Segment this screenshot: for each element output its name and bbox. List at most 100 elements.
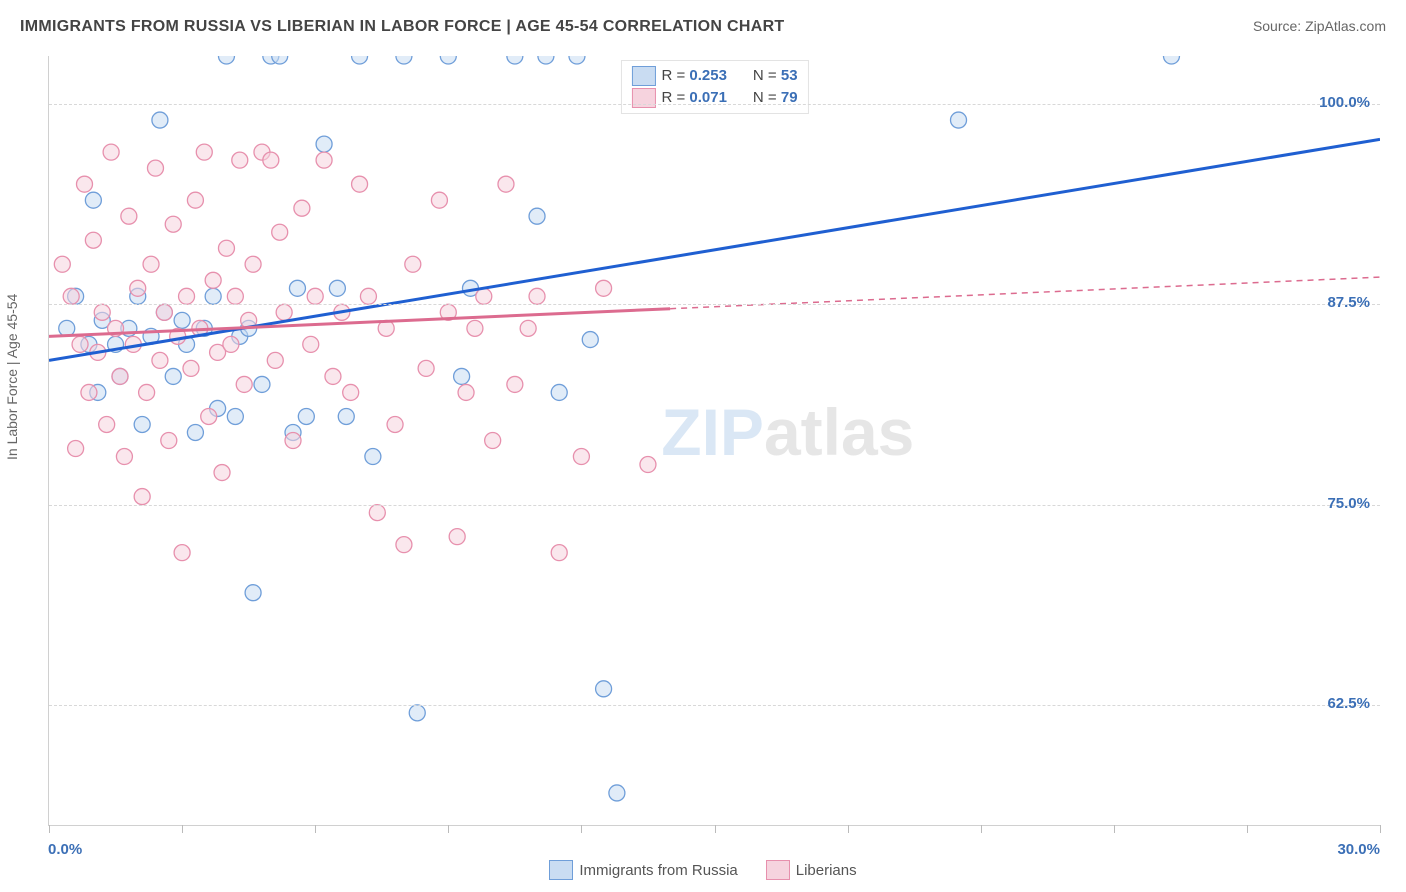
point-liberia: [267, 352, 283, 368]
point-liberia: [245, 256, 261, 272]
point-russia: [529, 208, 545, 224]
y-axis-label: In Labor Force | Age 45-54: [4, 294, 20, 460]
point-liberia: [520, 320, 536, 336]
point-liberia: [316, 152, 332, 168]
x-axis-min-label: 0.0%: [48, 841, 82, 858]
point-liberia: [294, 200, 310, 216]
point-russia: [254, 376, 270, 392]
point-russia: [454, 368, 470, 384]
legend-label-liberia: Liberians: [796, 862, 857, 879]
y-tick-label: 87.5%: [1327, 294, 1370, 311]
point-russia: [507, 56, 523, 64]
point-russia: [85, 192, 101, 208]
point-liberia: [307, 288, 323, 304]
point-russia: [352, 56, 368, 64]
point-liberia: [596, 280, 612, 296]
point-liberia: [343, 384, 359, 400]
legend-R-label: R = 0.071: [661, 87, 726, 109]
chart-plot-area: ZIPatlas R = 0.253N = 53R = 0.071N = 79 …: [48, 56, 1380, 826]
point-liberia: [551, 545, 567, 561]
point-liberia: [139, 384, 155, 400]
x-tick: [715, 825, 716, 833]
point-russia: [218, 56, 234, 64]
point-liberia: [467, 320, 483, 336]
point-russia: [134, 416, 150, 432]
point-liberia: [214, 465, 230, 481]
point-russia: [365, 449, 381, 465]
point-russia: [152, 112, 168, 128]
legend-bottom: Immigrants from Russia Liberians: [0, 860, 1406, 884]
x-tick: [1247, 825, 1248, 833]
point-liberia: [130, 280, 146, 296]
point-liberia: [72, 336, 88, 352]
point-russia: [951, 112, 967, 128]
point-russia: [569, 56, 585, 64]
legend-row-russia: R = 0.253N = 53: [631, 65, 797, 87]
x-tick: [182, 825, 183, 833]
point-liberia: [152, 352, 168, 368]
source-label: Source: ZipAtlas.com: [1253, 18, 1386, 34]
point-liberia: [94, 304, 110, 320]
legend-label-russia: Immigrants from Russia: [579, 862, 737, 879]
point-liberia: [405, 256, 421, 272]
point-liberia: [303, 336, 319, 352]
point-russia: [316, 136, 332, 152]
x-axis-max-label: 30.0%: [1337, 841, 1380, 858]
y-tick-label: 100.0%: [1319, 94, 1370, 111]
x-tick: [49, 825, 50, 833]
point-russia: [289, 280, 305, 296]
point-russia: [174, 312, 190, 328]
point-russia: [596, 681, 612, 697]
point-liberia: [449, 529, 465, 545]
point-liberia: [285, 433, 301, 449]
point-liberia: [201, 408, 217, 424]
point-liberia: [223, 336, 239, 352]
point-russia: [187, 424, 203, 440]
point-liberia: [103, 144, 119, 160]
point-liberia: [165, 216, 181, 232]
point-liberia: [161, 433, 177, 449]
point-liberia: [573, 449, 589, 465]
gridline: [49, 505, 1380, 506]
point-liberia: [99, 416, 115, 432]
x-tick: [981, 825, 982, 833]
gridline: [49, 705, 1380, 706]
point-liberia: [476, 288, 492, 304]
x-tick: [848, 825, 849, 833]
point-russia: [338, 408, 354, 424]
swatch-bottom-liberia: [766, 860, 790, 880]
point-liberia: [640, 457, 656, 473]
legend-correlation-box: R = 0.253N = 53R = 0.071N = 79: [620, 60, 808, 114]
point-russia: [609, 785, 625, 801]
point-russia: [551, 384, 567, 400]
point-russia: [538, 56, 554, 64]
x-tick: [448, 825, 449, 833]
point-liberia: [498, 176, 514, 192]
legend-item-liberia: Liberians: [766, 860, 857, 880]
point-liberia: [76, 176, 92, 192]
point-liberia: [112, 368, 128, 384]
x-tick: [581, 825, 582, 833]
chart-svg: [49, 56, 1380, 825]
point-liberia: [68, 441, 84, 457]
point-liberia: [227, 288, 243, 304]
legend-row-liberia: R = 0.071N = 79: [631, 87, 797, 109]
point-liberia: [458, 384, 474, 400]
point-liberia: [396, 537, 412, 553]
y-tick-label: 62.5%: [1327, 695, 1370, 712]
gridline: [49, 304, 1380, 305]
y-tick-label: 75.0%: [1327, 495, 1370, 512]
point-liberia: [418, 360, 434, 376]
point-liberia: [360, 288, 376, 304]
trend-liberia: [49, 309, 670, 337]
point-liberia: [325, 368, 341, 384]
point-liberia: [352, 176, 368, 192]
point-russia: [329, 280, 345, 296]
point-liberia: [196, 144, 212, 160]
point-liberia: [187, 192, 203, 208]
point-liberia: [85, 232, 101, 248]
point-liberia: [147, 160, 163, 176]
point-liberia: [232, 152, 248, 168]
point-liberia: [63, 288, 79, 304]
legend-R-label: R = 0.253: [661, 65, 726, 87]
